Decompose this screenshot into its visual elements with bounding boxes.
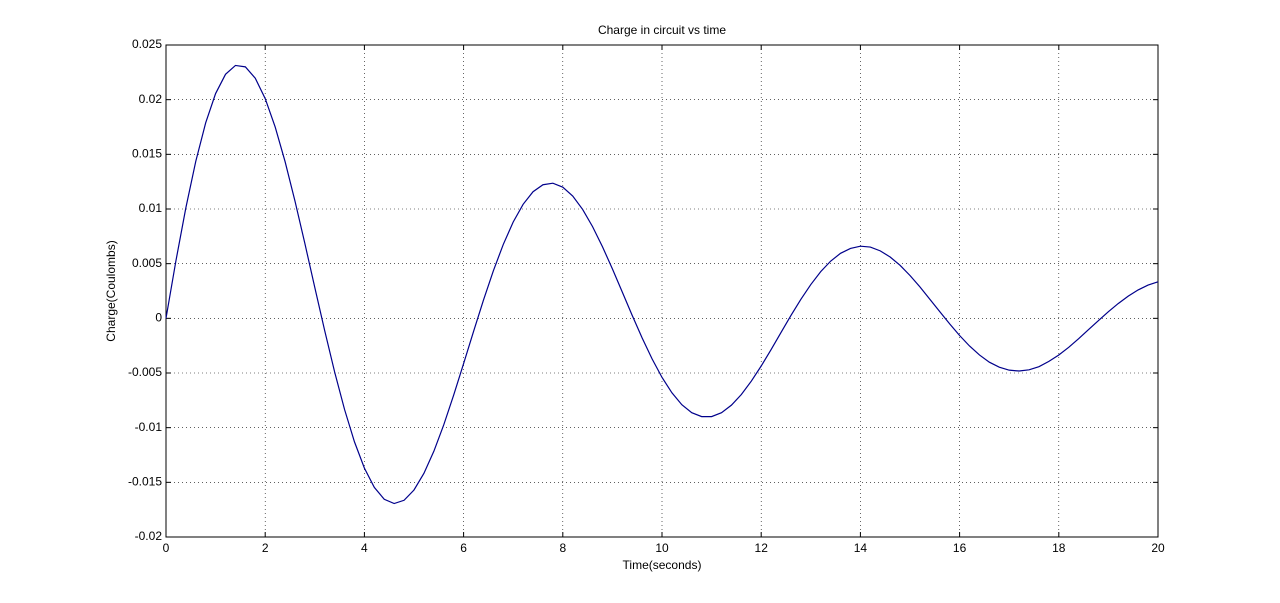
x-tick-label: 2 <box>262 541 269 555</box>
x-tick-label: 8 <box>559 541 566 555</box>
x-tick-label: 0 <box>163 541 170 555</box>
x-tick-label: 10 <box>655 541 669 555</box>
y-tick-label: -0.015 <box>128 475 162 489</box>
x-tick-label: 14 <box>854 541 868 555</box>
x-tick-label: 12 <box>755 541 769 555</box>
x-tick-label: 16 <box>953 541 967 555</box>
x-tick-label: 20 <box>1151 541 1165 555</box>
y-tick-label: -0.02 <box>135 529 163 543</box>
data-line <box>165 64 1159 505</box>
x-axis-label: Time(seconds) <box>623 558 702 572</box>
y-tick-label: 0.025 <box>132 37 162 51</box>
y-tick-label: 0.005 <box>132 256 162 270</box>
y-tick-label: 0.015 <box>132 147 162 161</box>
y-tick-label: 0 <box>155 311 162 325</box>
plot-frame <box>165 44 1159 538</box>
y-tick-label: 0.02 <box>139 92 163 106</box>
y-tick-label: 0.01 <box>139 201 163 215</box>
x-tick-label: 18 <box>1052 541 1066 555</box>
x-tick-label: 6 <box>460 541 467 555</box>
y-tick-label: -0.01 <box>135 420 163 434</box>
x-tick-label: 4 <box>361 541 368 555</box>
chart-title: Charge in circuit vs time <box>598 23 726 37</box>
y-axis-label: Charge(Coulombs) <box>104 240 118 341</box>
y-tick-label: -0.005 <box>128 365 162 379</box>
